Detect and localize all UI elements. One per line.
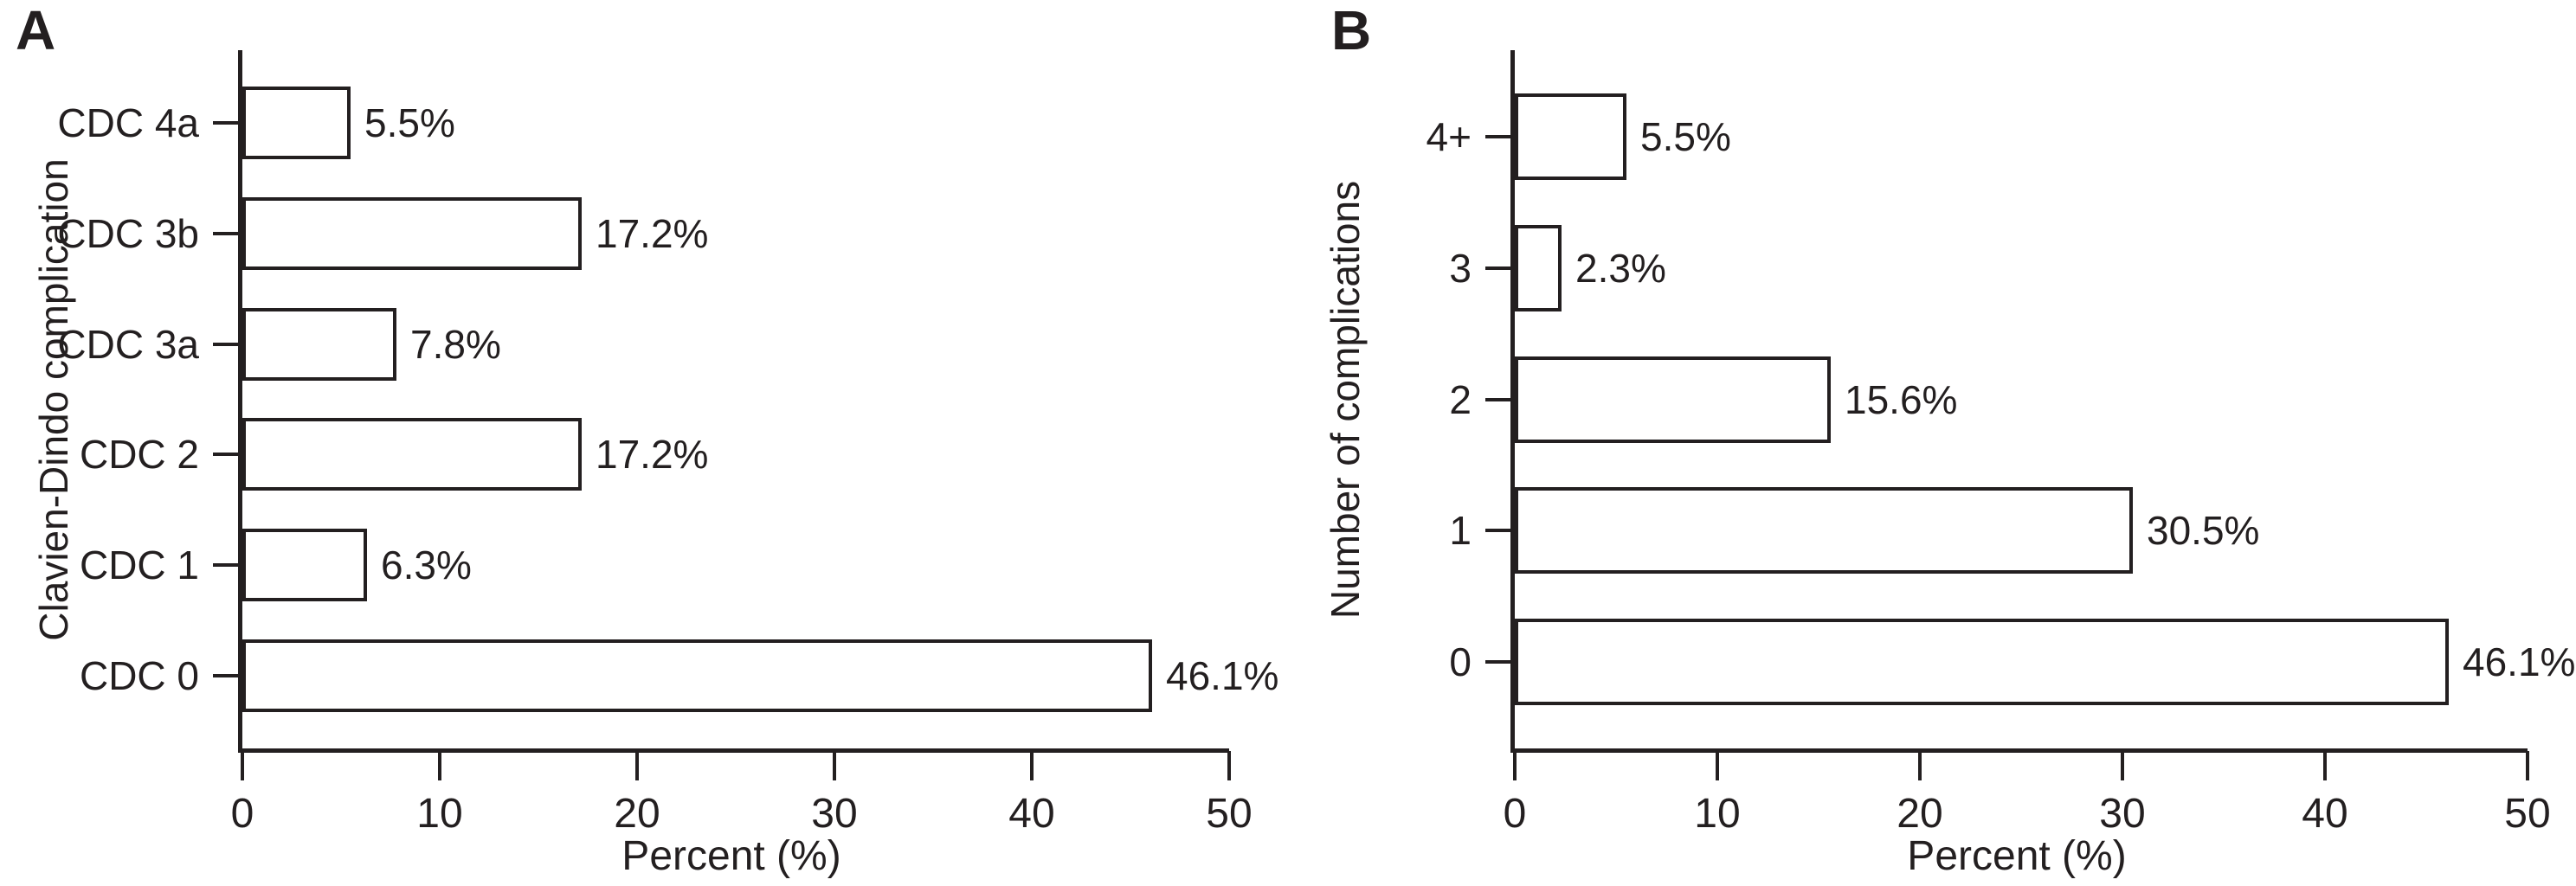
- value-label: 15.6%: [1845, 377, 1958, 422]
- category-label: 3: [1449, 246, 1472, 291]
- panel-b-x-axis-title: Percent (%): [1907, 833, 2127, 879]
- bar: [242, 308, 396, 381]
- x-tick-label: 30: [2099, 791, 2146, 837]
- category-label: CDC 4a: [57, 100, 199, 145]
- y-tick: [213, 674, 241, 677]
- x-tick: [833, 751, 836, 780]
- y-tick: [213, 453, 241, 456]
- x-tick-label: 10: [416, 791, 463, 837]
- category-label: CDC 3b: [57, 211, 199, 256]
- y-tick: [213, 343, 241, 346]
- category-label: 2: [1449, 377, 1472, 422]
- panel-a-x-axis-title: Percent (%): [621, 833, 841, 879]
- x-tick-label: 20: [1897, 791, 1943, 837]
- value-label: 5.5%: [364, 100, 455, 145]
- y-tick: [1485, 398, 1513, 401]
- category-label: CDC 2: [79, 432, 199, 477]
- y-tick: [213, 232, 241, 235]
- x-tick-label: 50: [1206, 791, 1253, 837]
- bar: [1515, 356, 1831, 443]
- value-label: 17.2%: [596, 432, 709, 477]
- category-label: CDC 0: [79, 653, 199, 698]
- x-tick: [1227, 751, 1231, 780]
- bar: [242, 87, 351, 159]
- category-label: 4+: [1426, 114, 1472, 159]
- x-tick: [2526, 751, 2529, 780]
- y-tick: [1485, 660, 1513, 664]
- bar: [242, 639, 1152, 712]
- x-tick-label: 0: [230, 791, 254, 837]
- bar: [242, 418, 582, 491]
- panel-b-y-axis-title: Number of complications: [1323, 180, 1368, 620]
- y-tick: [1485, 529, 1513, 532]
- value-label: 46.1%: [1166, 653, 1279, 698]
- panel-a-plot-area: CDC 4a 5.5% CDC 3b 17.2% CDC 3a 7.8% CDC 2 17.2…: [57, 50, 1278, 837]
- bar: [242, 197, 582, 270]
- value-label: 30.5%: [2147, 508, 2260, 553]
- y-tick: [1485, 135, 1513, 138]
- x-tick: [1918, 751, 1922, 780]
- x-tick-label: 20: [614, 791, 660, 837]
- x-tick-label: 50: [2504, 791, 2551, 837]
- y-tick: [213, 563, 241, 567]
- category-label: CDC 1: [79, 543, 199, 587]
- bar: [242, 529, 367, 601]
- category-label: 0: [1449, 639, 1472, 684]
- panel-b-plot-area: 4+ 5.5% 3 2.3% 2 15.6% 1 30.5% 0 46.1% 0 10 20 30 40 50: [1426, 50, 2575, 837]
- bar: [1515, 619, 2449, 705]
- x-tick-label: 10: [1694, 791, 1741, 837]
- value-label: 17.2%: [596, 211, 709, 256]
- x-tick: [635, 751, 639, 780]
- x-tick: [1030, 751, 1034, 780]
- x-tick: [2121, 751, 2124, 780]
- bar: [1515, 225, 1562, 311]
- x-tick-label: 30: [811, 791, 858, 837]
- x-tick: [1513, 751, 1517, 780]
- value-label: 46.1%: [2463, 639, 2576, 684]
- y-tick: [1485, 266, 1513, 270]
- x-tick: [2323, 751, 2327, 780]
- value-label: 6.3%: [381, 543, 472, 587]
- x-tick: [1716, 751, 1719, 780]
- panel-a-label: A: [16, 0, 56, 61]
- value-label: 2.3%: [1575, 246, 1666, 291]
- x-tick-label: 40: [1008, 791, 1055, 837]
- value-label: 7.8%: [410, 322, 501, 367]
- category-label: 1: [1449, 508, 1472, 553]
- x-tick-label: 40: [2302, 791, 2348, 837]
- x-tick: [241, 751, 244, 780]
- x-tick-label: 0: [1503, 791, 1527, 837]
- category-label: CDC 3a: [57, 322, 199, 367]
- panel-a: A Clavien-Dindo complication CDC 4a 5.5% C…: [16, 0, 1278, 879]
- bar: [1515, 93, 1626, 180]
- panel-b-label: B: [1331, 0, 1372, 61]
- value-label: 5.5%: [1640, 114, 1731, 159]
- bar: [1515, 487, 2133, 574]
- x-tick: [438, 751, 441, 780]
- y-tick: [213, 121, 241, 125]
- panel-b: B Number of complications 4+ 5.5% 3 2.3% 2 15…: [1288, 0, 2576, 886]
